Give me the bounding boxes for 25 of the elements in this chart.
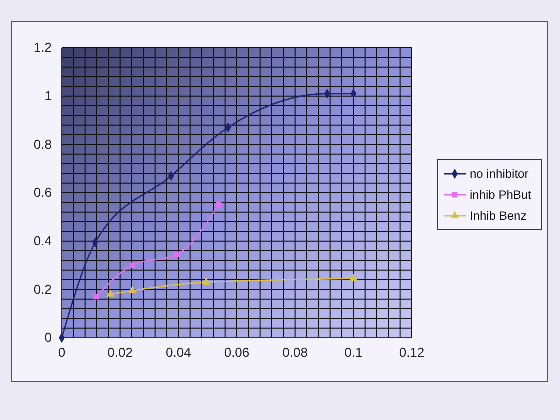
x-tick-label: 0.08 xyxy=(282,345,308,360)
x-tick-label: 0.02 xyxy=(108,345,133,360)
point xyxy=(94,294,100,300)
legend-label: inhib PhBut xyxy=(470,188,532,202)
point xyxy=(174,252,180,258)
y-tick-label: 1 xyxy=(44,88,52,104)
x-tick-label: 0.12 xyxy=(399,345,425,360)
legend-label: no inhibitor xyxy=(470,167,529,181)
legend-label: Inhib Benz xyxy=(470,209,527,223)
y-tick-label: 0 xyxy=(44,330,52,346)
x-tick-label: 0.1 xyxy=(344,345,363,360)
point xyxy=(350,274,358,282)
point xyxy=(106,290,115,297)
y-tick-label: 0.4 xyxy=(34,233,52,248)
point xyxy=(128,286,137,294)
x-tick-label: 0.04 xyxy=(166,345,192,360)
x-tick-label: 0 xyxy=(58,345,66,360)
y-tick-label: 0.2 xyxy=(34,282,52,297)
y-tick-label: 1.2 xyxy=(34,40,52,56)
y-tick-label: 0.8 xyxy=(34,136,52,152)
y-tick-label: 0.6 xyxy=(34,185,52,200)
point xyxy=(202,278,211,285)
x-tick-label: 0.06 xyxy=(224,345,250,360)
point xyxy=(130,262,136,268)
point xyxy=(216,202,222,208)
